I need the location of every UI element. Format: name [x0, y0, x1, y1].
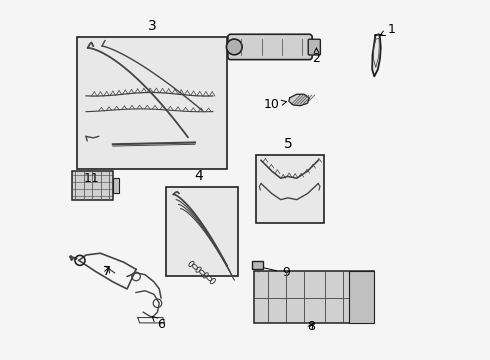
Text: 9: 9: [257, 265, 290, 279]
Bar: [256, 155, 323, 223]
Circle shape: [226, 39, 242, 55]
Text: 7: 7: [103, 265, 111, 278]
Text: 4: 4: [194, 170, 203, 184]
Text: 3: 3: [148, 19, 156, 33]
Text: 8: 8: [307, 320, 315, 333]
Bar: [167, 187, 238, 276]
Bar: [113, 178, 119, 193]
Bar: [72, 171, 113, 200]
FancyBboxPatch shape: [228, 34, 312, 60]
Bar: [252, 261, 263, 269]
Polygon shape: [289, 94, 309, 106]
Text: 10: 10: [264, 99, 287, 112]
Bar: [77, 37, 227, 169]
FancyBboxPatch shape: [308, 39, 320, 55]
Text: 6: 6: [152, 316, 165, 331]
Polygon shape: [372, 34, 381, 76]
Text: 1: 1: [380, 23, 395, 36]
Bar: [348, 271, 373, 323]
Text: 5: 5: [284, 137, 292, 151]
Text: 11: 11: [83, 172, 99, 185]
Bar: [254, 271, 373, 323]
Text: 2: 2: [313, 48, 320, 65]
